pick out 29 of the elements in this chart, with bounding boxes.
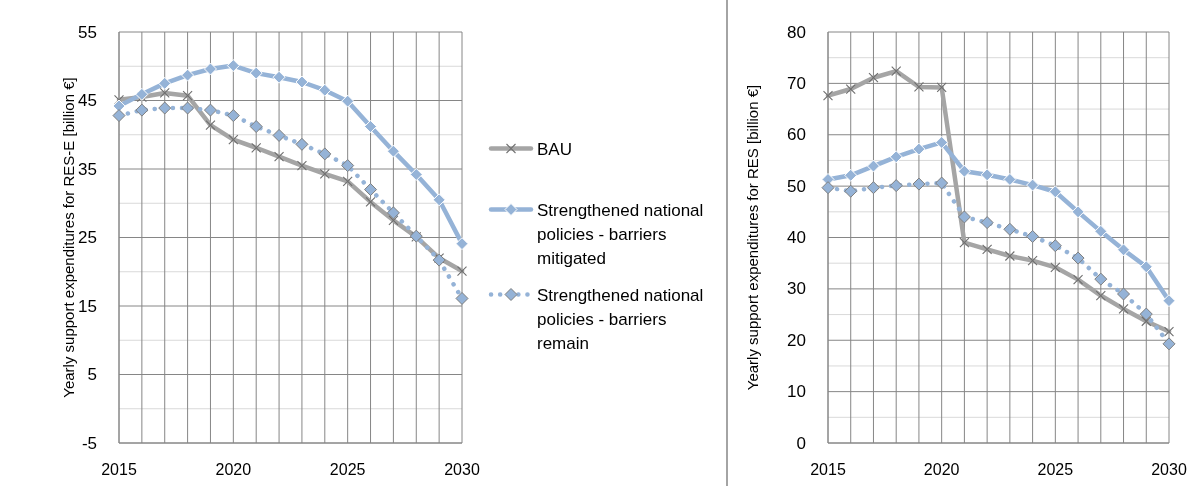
y-tick-label: 70 — [787, 73, 806, 93]
x-tick-label: 2020 — [923, 460, 960, 478]
y-tick-label: 80 — [787, 22, 806, 42]
y-tick-label: -5 — [81, 433, 97, 453]
y-tick-label: 0 — [796, 433, 806, 453]
y-tick-label: 15 — [78, 296, 97, 316]
y-tick-label: 25 — [78, 228, 97, 247]
x-tick-label: 2015 — [101, 460, 137, 478]
y-tick-label: 50 — [787, 176, 806, 196]
x-tick-label: 2020 — [215, 460, 252, 478]
legend-label: Strengthened national policies - barriers remain — [537, 285, 704, 352]
y-tick-label: 55 — [78, 22, 97, 42]
legend-label: Strengthened national policies - barriers mitigated — [537, 200, 704, 267]
y-tick-label: 10 — [787, 382, 806, 402]
y-tick-label: 40 — [787, 228, 806, 247]
y-tick-label: 45 — [78, 91, 97, 110]
y-axis-title: Yearly support expenditures for RES [billion €] — [743, 84, 761, 391]
x-tick-label: 2030 — [444, 460, 480, 478]
x-tick-label: 2025 — [1037, 460, 1074, 478]
y-tick-label: 5 — [87, 365, 97, 384]
x-tick-label: 2025 — [329, 460, 366, 478]
x-tick-label: 2015 — [810, 460, 846, 478]
y-tick-label: 60 — [787, 125, 806, 145]
legend-label: BAU — [537, 139, 572, 158]
x-tick-label: 2030 — [1151, 460, 1187, 478]
y-tick-label: 35 — [78, 159, 97, 179]
y-tick-label: 30 — [787, 279, 806, 299]
y-axis-title: Yearly support expenditures for RES-E [billion €] — [59, 77, 77, 398]
y-tick-label: 20 — [787, 330, 806, 350]
